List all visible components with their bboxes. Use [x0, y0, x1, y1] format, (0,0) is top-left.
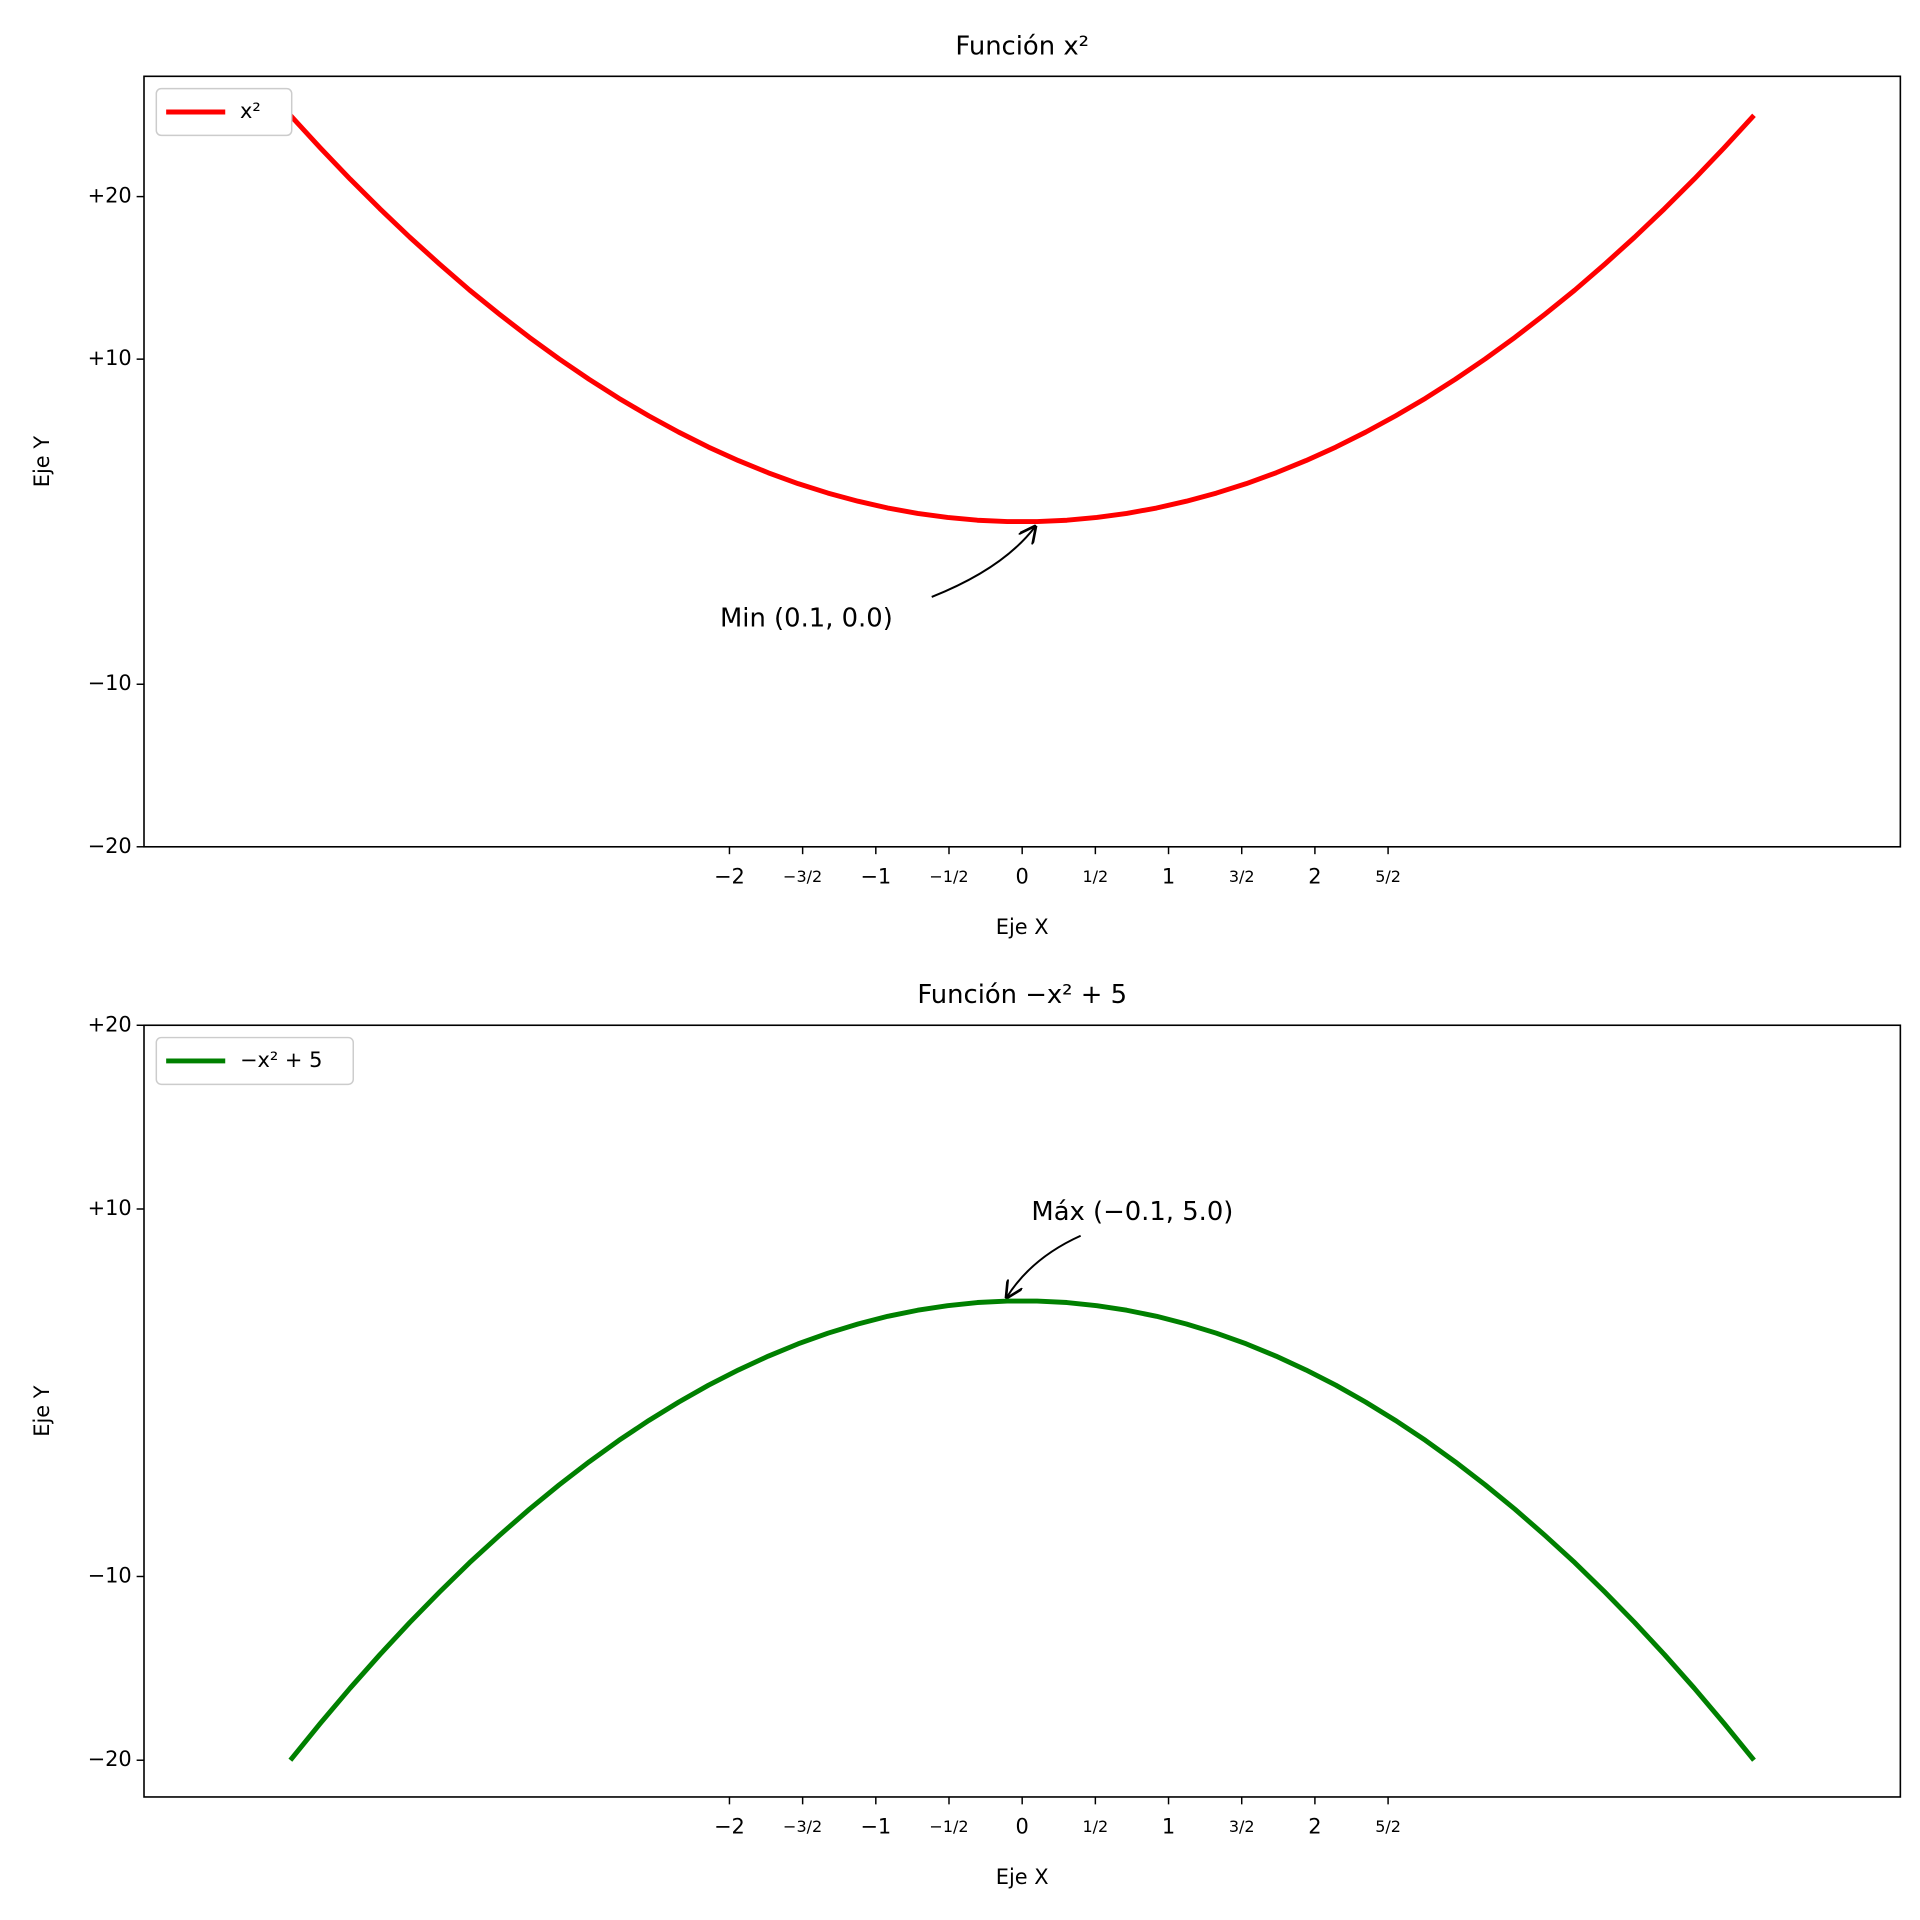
y-axis-label: Eje Y: [30, 436, 54, 488]
x-axis-label: Eje X: [996, 1865, 1049, 1889]
x-tick-label: 1: [1162, 1815, 1175, 1839]
annotation: Min (0.1, 0.0): [720, 604, 893, 634]
x-tick-label: −2: [714, 1815, 745, 1839]
y-tick-label: +20: [88, 184, 132, 208]
x-axis-label: Eje X: [996, 915, 1049, 939]
y-tick-label: −20: [88, 834, 132, 858]
legend-label: x²: [240, 99, 261, 123]
x-tick-label: 5/2: [1375, 867, 1401, 886]
x-tick-label: 2: [1308, 1815, 1321, 1839]
line-series: [288, 1298, 1756, 1762]
x-tick-label: 0: [1016, 865, 1029, 889]
y-tick-label: +20: [88, 1012, 132, 1036]
annotation-arrow: [931, 527, 1035, 598]
legend-label: −x² + 5: [240, 1048, 322, 1072]
legend-box: [155, 1036, 354, 1086]
y-tick-label: +10: [88, 346, 132, 370]
y-tick-label: −20: [88, 1747, 132, 1771]
axes-frame: [143, 75, 1902, 848]
y-tick-label: +10: [88, 1196, 132, 1220]
x-tick-label: −3/2: [783, 867, 822, 886]
annotation-arrow: [1007, 1234, 1082, 1298]
x-tick-label: −2: [714, 865, 745, 889]
y-axis-label: Eje Y: [30, 1385, 54, 1437]
x-tick-label: −1: [860, 1815, 891, 1839]
y-tick-label: −10: [88, 671, 132, 695]
chart-title: Función x²: [955, 31, 1089, 61]
annotation: Máx (−0.1, 5.0): [1031, 1197, 1233, 1227]
x-tick-label: 1/2: [1082, 867, 1108, 886]
x-tick-label: −1/2: [929, 1817, 968, 1836]
x-tick-label: 3/2: [1229, 867, 1255, 886]
x-tick-label: −1: [860, 865, 891, 889]
x-tick-label: 1/2: [1082, 1817, 1108, 1836]
axes-frame: [143, 1024, 1902, 1798]
x-tick-label: 0: [1016, 1815, 1029, 1839]
plot-root: Función x²−20−10+10+20−2 −3/2 −1 −1/2 0 1/2 1 3…: [30, 31, 1902, 1889]
x-tick-label: 2: [1308, 865, 1321, 889]
x-tick-label: 3/2: [1229, 1817, 1255, 1836]
x-tick-label: −3/2: [783, 1817, 822, 1836]
x-tick-label: 5/2: [1375, 1817, 1401, 1836]
chart-title: Función −x² + 5: [917, 980, 1127, 1010]
x-tick-label: 1: [1162, 865, 1175, 889]
y-tick-label: −10: [88, 1563, 132, 1587]
x-tick-label: −1/2: [929, 867, 968, 886]
line-series: [288, 113, 1756, 524]
